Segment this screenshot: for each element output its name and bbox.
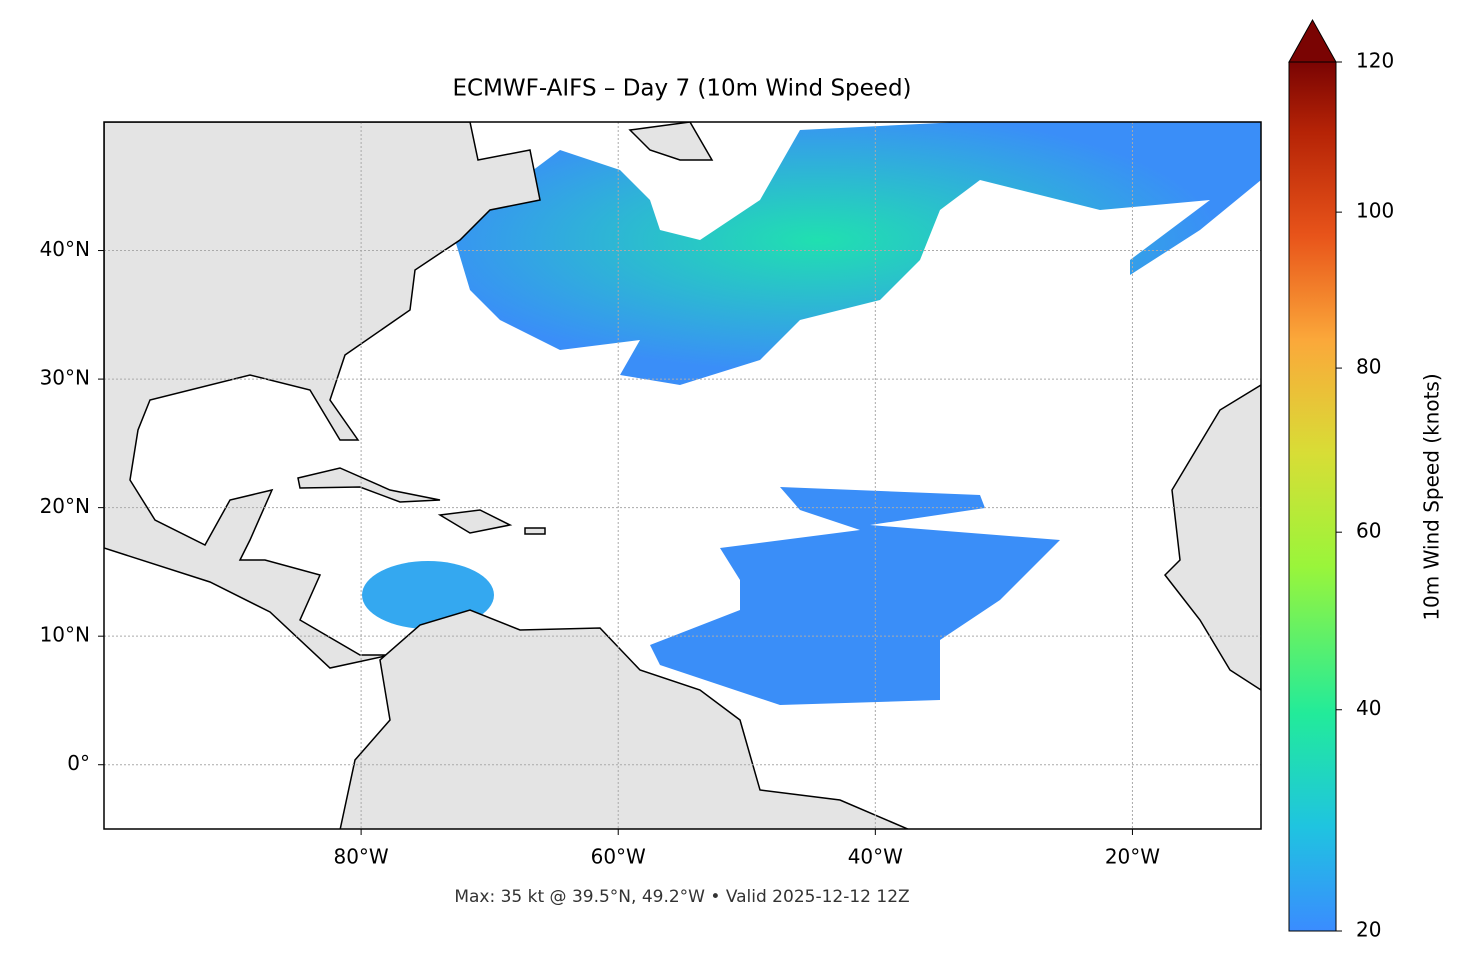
map (104, 122, 1261, 829)
colorbar-tick-label: 120 (1356, 49, 1394, 73)
map-frame (103, 121, 1262, 830)
footnote: Max: 35 kt @ 39.5°N, 49.2°W • Valid 2025… (454, 887, 909, 907)
y-tick-label: 30°N (40, 366, 90, 390)
colorbar-tick-label: 80 (1356, 355, 1381, 379)
y-tick-label: 10°N (40, 623, 90, 647)
wind-field (455, 122, 1261, 385)
y-tick-label: 40°N (40, 237, 90, 261)
land (297, 467, 441, 503)
colorbar-tick-label: 40 (1356, 696, 1381, 720)
land (1164, 384, 1261, 691)
y-tick-label: 0° (67, 751, 90, 775)
y-tick-label: 20°N (40, 494, 90, 518)
colorbar-extend (1288, 18, 1337, 63)
colorbar (1288, 61, 1337, 932)
x-tick-label: 20°W (1105, 845, 1160, 869)
x-tick-label: 40°W (848, 845, 903, 869)
x-tick-label: 60°W (591, 845, 646, 869)
colorbar-label: 10m Wind Speed (knots) (1420, 373, 1444, 620)
x-tick-label: 80°W (333, 845, 388, 869)
colorbar-tick-label: 100 (1356, 199, 1394, 223)
land (524, 527, 546, 535)
land (104, 122, 541, 669)
grid (104, 122, 1261, 829)
land (628, 122, 714, 161)
land (339, 609, 910, 829)
colorbar-tick-label: 60 (1356, 519, 1381, 543)
chart-title: ECMWF-AIFS – Day 7 (10m Wind Speed) (452, 76, 911, 102)
land (437, 509, 513, 534)
colorbar-tick-label: 20 (1356, 918, 1381, 942)
wind-field (650, 487, 1060, 705)
